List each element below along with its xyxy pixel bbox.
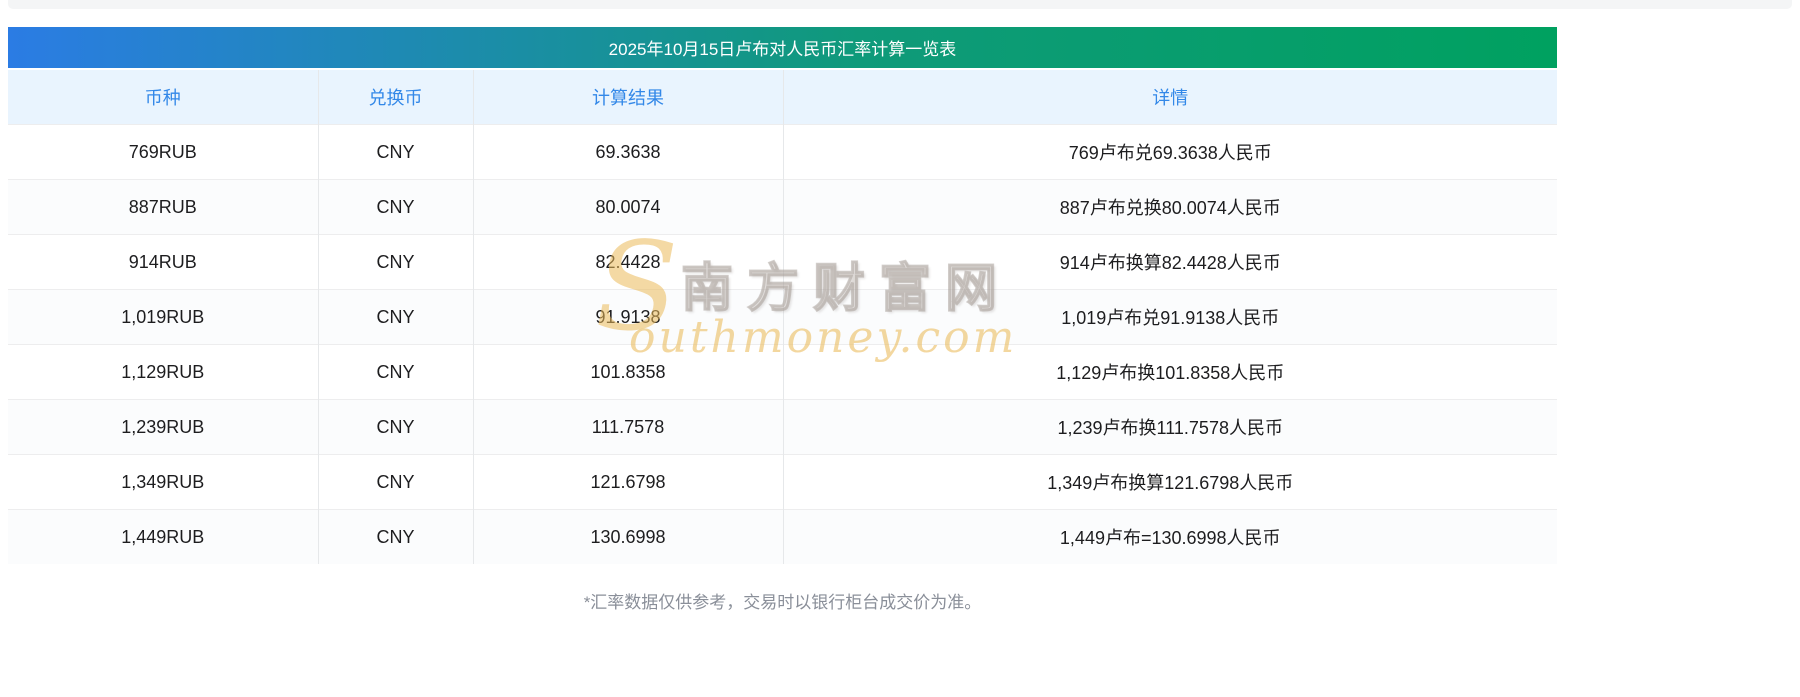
- cell-target-currency: CNY: [318, 454, 474, 510]
- header-row: 币种 兑换币 计算结果 详情: [8, 70, 1557, 125]
- cell-target-currency: CNY: [318, 179, 474, 235]
- cell-target-currency: CNY: [318, 399, 474, 455]
- exchange-rate-table: 币种 兑换币 计算结果 详情 769RUB CNY 69.3638 769卢布兑…: [8, 70, 1557, 564]
- cell-currency: 887RUB: [8, 179, 319, 235]
- cell-target-currency: CNY: [318, 344, 474, 400]
- cell-detail: 1,449卢布=130.6998人民币: [783, 509, 1557, 564]
- header-detail: 详情: [783, 70, 1557, 125]
- cell-result: 130.6998: [473, 509, 784, 564]
- table-title-bar: 2025年10月15日卢布对人民币汇率计算一览表: [8, 27, 1557, 68]
- cell-currency: 914RUB: [8, 234, 319, 290]
- cell-target-currency: CNY: [318, 124, 474, 180]
- table-row: 1,019RUB CNY 91.9138 1,019卢布兑91.9138人民币: [8, 289, 1557, 345]
- table-row: 769RUB CNY 69.3638 769卢布兑69.3638人民币: [8, 124, 1557, 180]
- header-target-currency: 兑换币: [318, 70, 474, 125]
- cell-detail: 914卢布换算82.4428人民币: [783, 234, 1557, 290]
- cell-detail: 1,349卢布换算121.6798人民币: [783, 454, 1557, 510]
- exchange-rate-page: 2025年10月15日卢布对人民币汇率计算一览表 币种 兑换币 计算结果 详情 …: [8, 27, 1557, 613]
- cell-currency: 1,239RUB: [8, 399, 319, 455]
- top-strip: [8, 0, 1792, 9]
- table-row: 1,349RUB CNY 121.6798 1,349卢布换算121.6798人…: [8, 454, 1557, 510]
- footnote: *汇率数据仅供参考，交易时以银行柜台成交价为准。: [583, 593, 982, 612]
- cell-target-currency: CNY: [318, 234, 474, 290]
- cell-result: 91.9138: [473, 289, 784, 345]
- cell-target-currency: CNY: [318, 289, 474, 345]
- cell-detail: 769卢布兑69.3638人民币: [783, 124, 1557, 180]
- cell-currency: 769RUB: [8, 124, 319, 180]
- table-row: 914RUB CNY 82.4428 914卢布换算82.4428人民币: [8, 234, 1557, 290]
- cell-currency: 1,019RUB: [8, 289, 319, 345]
- cell-detail: 1,239卢布换111.7578人民币: [783, 399, 1557, 455]
- table-row: 1,449RUB CNY 130.6998 1,449卢布=130.6998人民…: [8, 509, 1557, 564]
- header-currency: 币种: [8, 70, 319, 125]
- cell-result: 101.8358: [473, 344, 784, 400]
- cell-detail: 887卢布兑换80.0074人民币: [783, 179, 1557, 235]
- cell-currency: 1,129RUB: [8, 344, 319, 400]
- cell-currency: 1,349RUB: [8, 454, 319, 510]
- cell-target-currency: CNY: [318, 509, 474, 564]
- page-title: 2025年10月15日卢布对人民币汇率计算一览表: [608, 40, 957, 59]
- cell-result: 121.6798: [473, 454, 784, 510]
- cell-result: 69.3638: [473, 124, 784, 180]
- cell-detail: 1,129卢布换101.8358人民币: [783, 344, 1557, 400]
- cell-result: 82.4428: [473, 234, 784, 290]
- cell-result: 111.7578: [473, 399, 784, 455]
- table-row: 1,129RUB CNY 101.8358 1,129卢布换101.8358人民…: [8, 344, 1557, 400]
- table-row: 1,239RUB CNY 111.7578 1,239卢布换111.7578人民…: [8, 399, 1557, 455]
- table-row: 887RUB CNY 80.0074 887卢布兑换80.0074人民币: [8, 179, 1557, 235]
- cell-result: 80.0074: [473, 179, 784, 235]
- cell-currency: 1,449RUB: [8, 509, 319, 564]
- header-result: 计算结果: [473, 70, 784, 125]
- cell-detail: 1,019卢布兑91.9138人民币: [783, 289, 1557, 345]
